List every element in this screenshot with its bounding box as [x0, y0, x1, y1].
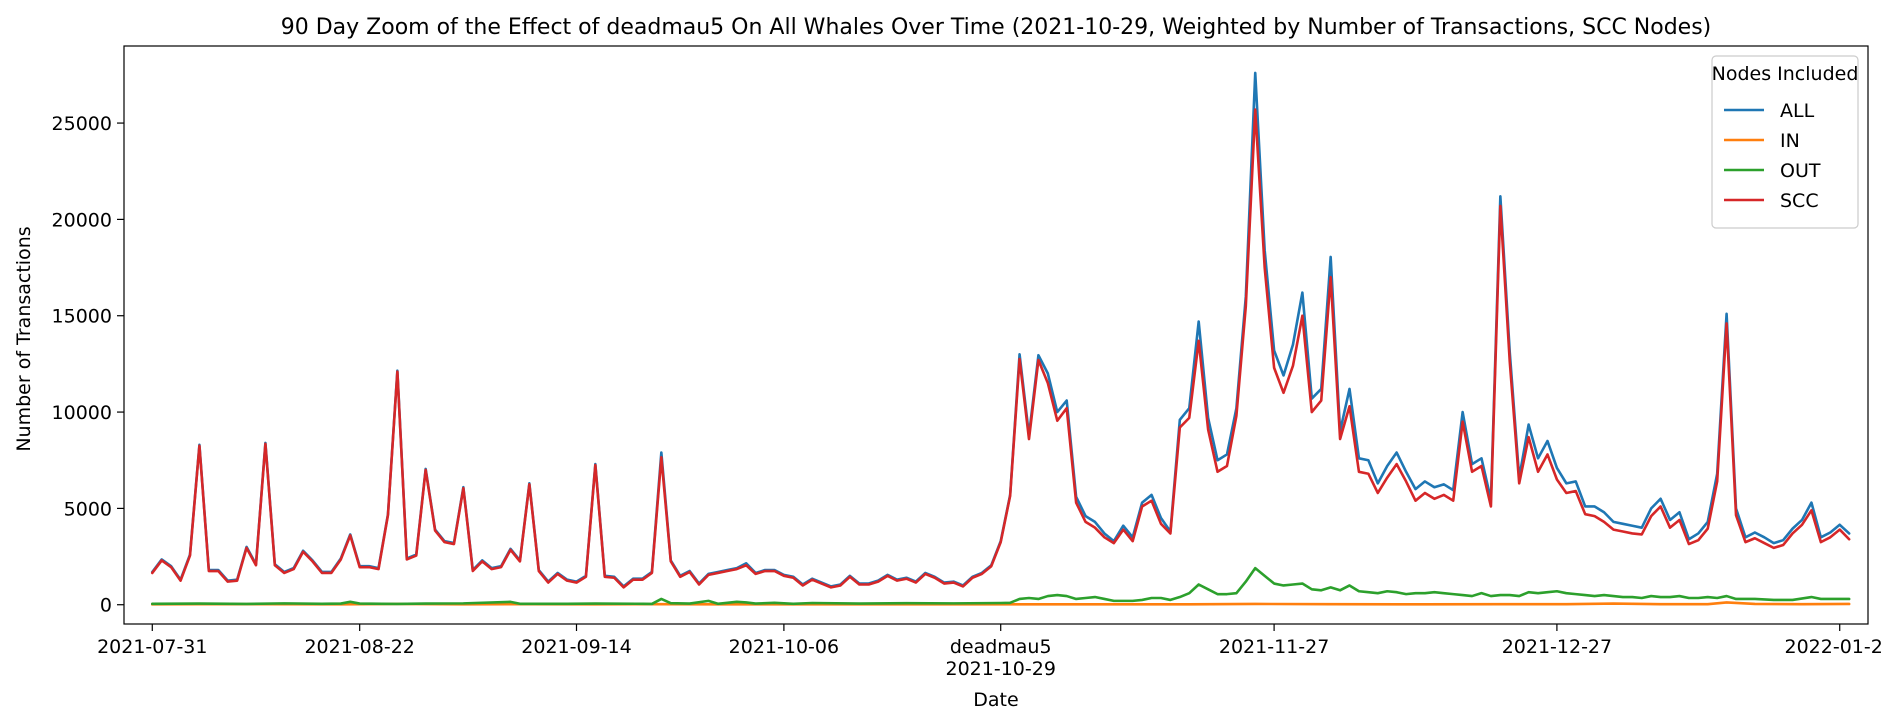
- legend-label-all: ALL: [1780, 100, 1815, 122]
- x-tick-label: 2021-10-06: [729, 636, 839, 658]
- chart-title: 90 Day Zoom of the Effect of deadmau5 On…: [281, 15, 1712, 40]
- x-tick-label: deadmau5: [950, 636, 1052, 658]
- y-tick-label: 5000: [64, 498, 112, 520]
- y-tick-label: 0: [100, 595, 112, 617]
- series-line-out: [150, 566, 1851, 606]
- x-tick-label: 2022-01-26: [1785, 636, 1882, 658]
- legend-label-scc: SCC: [1780, 190, 1819, 212]
- legend-title: Nodes Included: [1712, 63, 1859, 85]
- x-tick-label: 2021-11-27: [1219, 636, 1329, 658]
- legend: Nodes Included ALL IN OUT SCC: [1711, 55, 1859, 229]
- y-tick-label: 20000: [52, 209, 112, 231]
- series-layer: [150, 71, 1851, 606]
- x-tick-label: 2021-09-14: [521, 636, 631, 658]
- x-tick-label: 2021-12-27: [1502, 636, 1612, 658]
- x-tick-label: 2021-10-29: [946, 658, 1056, 680]
- series-line-scc: [150, 108, 1851, 589]
- plot-area-frame: [123, 45, 1869, 625]
- y-axis-label: Number of Transactions: [13, 226, 35, 451]
- x-tick-label: 2021-07-31: [97, 636, 207, 658]
- y-tick-label: 25000: [52, 113, 112, 135]
- x-axis: 2021-07-31 2021-08-22 2021-09-14 2021-10-06…: [97, 624, 1882, 680]
- x-tick-label: 2021-08-22: [304, 636, 414, 658]
- y-axis: 0 5000 10000 15000 20000 25000: [52, 113, 124, 617]
- legend-label-in: IN: [1780, 130, 1800, 152]
- legend-box: [1711, 55, 1859, 229]
- legend-label-out: OUT: [1780, 160, 1821, 182]
- y-tick-label: 10000: [52, 402, 112, 424]
- x-axis-label: Date: [973, 689, 1018, 711]
- y-tick-label: 15000: [52, 306, 112, 328]
- series-line-all: [150, 71, 1851, 588]
